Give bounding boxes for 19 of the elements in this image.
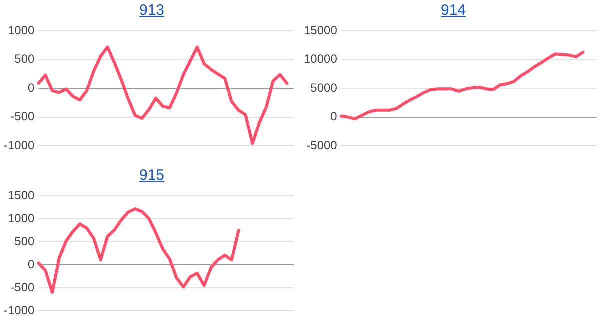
chart-title: 915 (138, 167, 166, 184)
chart-title: 913 (138, 2, 166, 19)
y-tick-label: 0 (28, 80, 36, 95)
y-tick-label: 1000 (8, 24, 36, 38)
y-tick-label: -5000 (306, 138, 338, 152)
y-tick-label: 1500 (8, 188, 36, 203)
y-tick-label: 0 (28, 257, 36, 272)
y-tick-label: 1000 (8, 211, 36, 226)
y-tick-label: -1000 (4, 138, 36, 152)
chart-title: 914 (440, 2, 468, 19)
y-tick-label: 5000 (310, 80, 338, 95)
y-tick-label: -500 (10, 110, 36, 124)
y-tick-label: 500 (14, 234, 36, 248)
y-tick-label: 10000 (304, 52, 338, 66)
y-tick-label: 500 (14, 52, 36, 66)
y-tick-label: -500 (10, 280, 36, 294)
y-tick-label: -1000 (4, 303, 36, 318)
y-tick-label: 0 (330, 110, 338, 124)
y-tick-label: 15000 (304, 24, 338, 38)
